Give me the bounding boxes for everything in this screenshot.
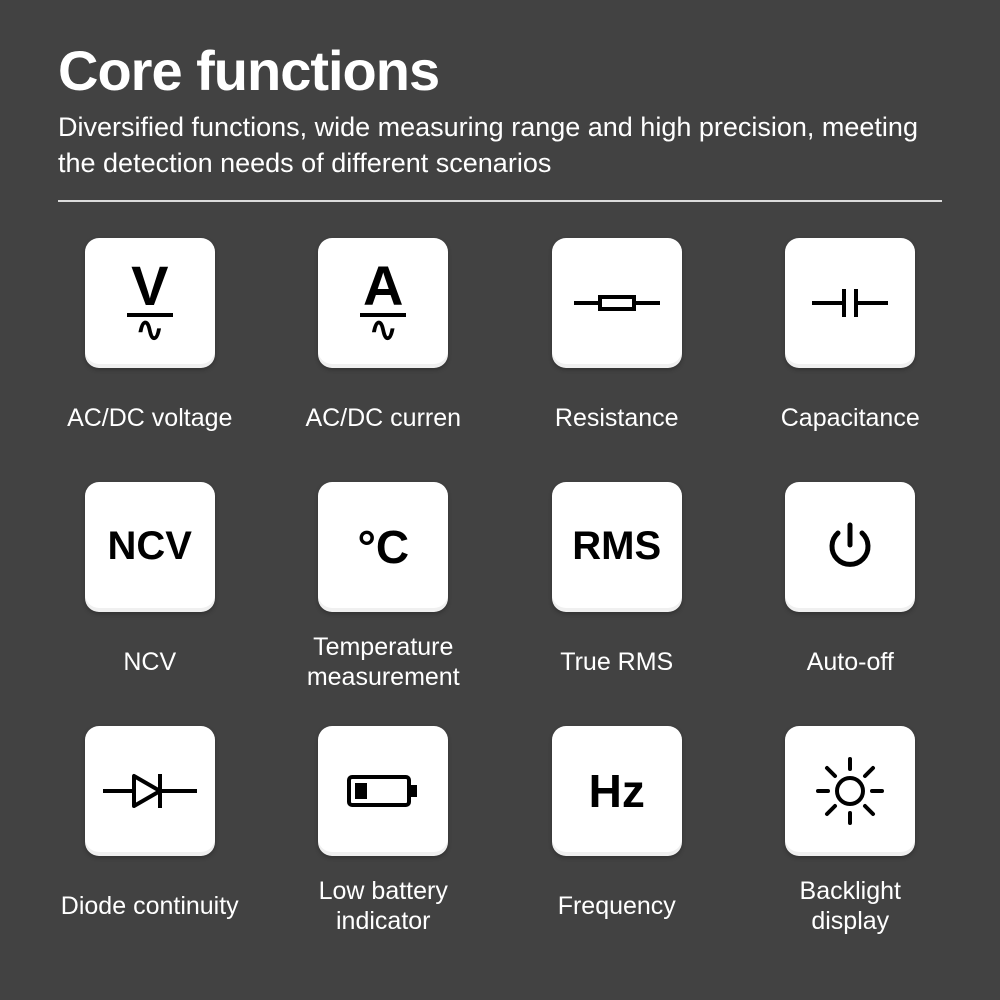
page-title: Core functions: [58, 38, 942, 103]
tile-current: A ∿: [318, 238, 448, 368]
tile-temperature: °C: [318, 482, 448, 612]
function-diode: Diode continuity: [58, 726, 242, 936]
rms-icon: RMS: [572, 524, 661, 569]
brightness-icon: [810, 751, 890, 831]
voltage-icon: V ∿: [127, 261, 173, 345]
function-capacitance: Capacitance: [759, 238, 943, 448]
ncv-icon: NCV: [108, 524, 192, 569]
resistor-icon: [572, 288, 662, 318]
label-backlight: Backlight display: [759, 876, 943, 936]
current-icon: A ∿: [360, 261, 406, 345]
tile-rms: RMS: [552, 482, 682, 612]
tile-diode: [85, 726, 215, 856]
temperature-icon: °C: [357, 520, 409, 574]
power-icon: [820, 517, 880, 577]
label-resistance: Resistance: [555, 388, 679, 448]
tile-ncv: NCV: [85, 482, 215, 612]
tile-battery: [318, 726, 448, 856]
battery-icon: [343, 769, 423, 813]
label-power: Auto-off: [807, 632, 894, 692]
function-rms: RMS True RMS: [525, 482, 709, 692]
function-backlight: Backlight display: [759, 726, 943, 936]
function-temperature: °C Temperature measurement: [292, 482, 476, 692]
label-capacitance: Capacitance: [781, 388, 920, 448]
divider: [58, 200, 942, 202]
capacitor-icon: [810, 283, 890, 323]
function-voltage: V ∿ AC/DC voltage: [58, 238, 242, 448]
label-temperature: Temperature measurement: [292, 632, 476, 692]
tile-resistance: [552, 238, 682, 368]
label-current: AC/DC curren: [305, 388, 461, 448]
label-voltage: AC/DC voltage: [67, 388, 232, 448]
frequency-icon: Hz: [589, 764, 645, 818]
functions-grid: V ∿ AC/DC voltage A ∿ AC/DC curren: [58, 238, 942, 936]
label-battery: Low battery indicator: [292, 876, 476, 936]
function-resistance: Resistance: [525, 238, 709, 448]
function-battery: Low battery indicator: [292, 726, 476, 936]
tile-power: [785, 482, 915, 612]
label-frequency: Frequency: [558, 876, 676, 936]
page-subtitle: Diversified functions, wide measuring ra…: [58, 109, 942, 182]
tile-voltage: V ∿: [85, 238, 215, 368]
label-diode: Diode continuity: [61, 876, 239, 936]
tile-capacitance: [785, 238, 915, 368]
label-ncv: NCV: [123, 632, 176, 692]
function-power: Auto-off: [759, 482, 943, 692]
label-rms: True RMS: [560, 632, 673, 692]
tile-frequency: Hz: [552, 726, 682, 856]
function-frequency: Hz Frequency: [525, 726, 709, 936]
function-ncv: NCV NCV: [58, 482, 242, 692]
tile-backlight: [785, 726, 915, 856]
diode-icon: [100, 766, 200, 816]
function-current: A ∿ AC/DC curren: [292, 238, 476, 448]
